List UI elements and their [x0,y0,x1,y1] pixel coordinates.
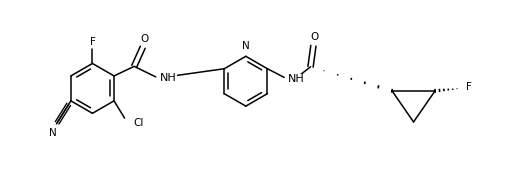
Text: N: N [241,41,249,51]
Text: F: F [89,37,95,47]
Text: NH: NH [159,73,176,83]
Text: NH: NH [287,74,304,84]
Text: N: N [48,128,57,138]
Text: F: F [465,82,471,92]
Text: Cl: Cl [133,118,143,128]
Text: O: O [140,34,148,44]
Text: O: O [310,32,318,42]
